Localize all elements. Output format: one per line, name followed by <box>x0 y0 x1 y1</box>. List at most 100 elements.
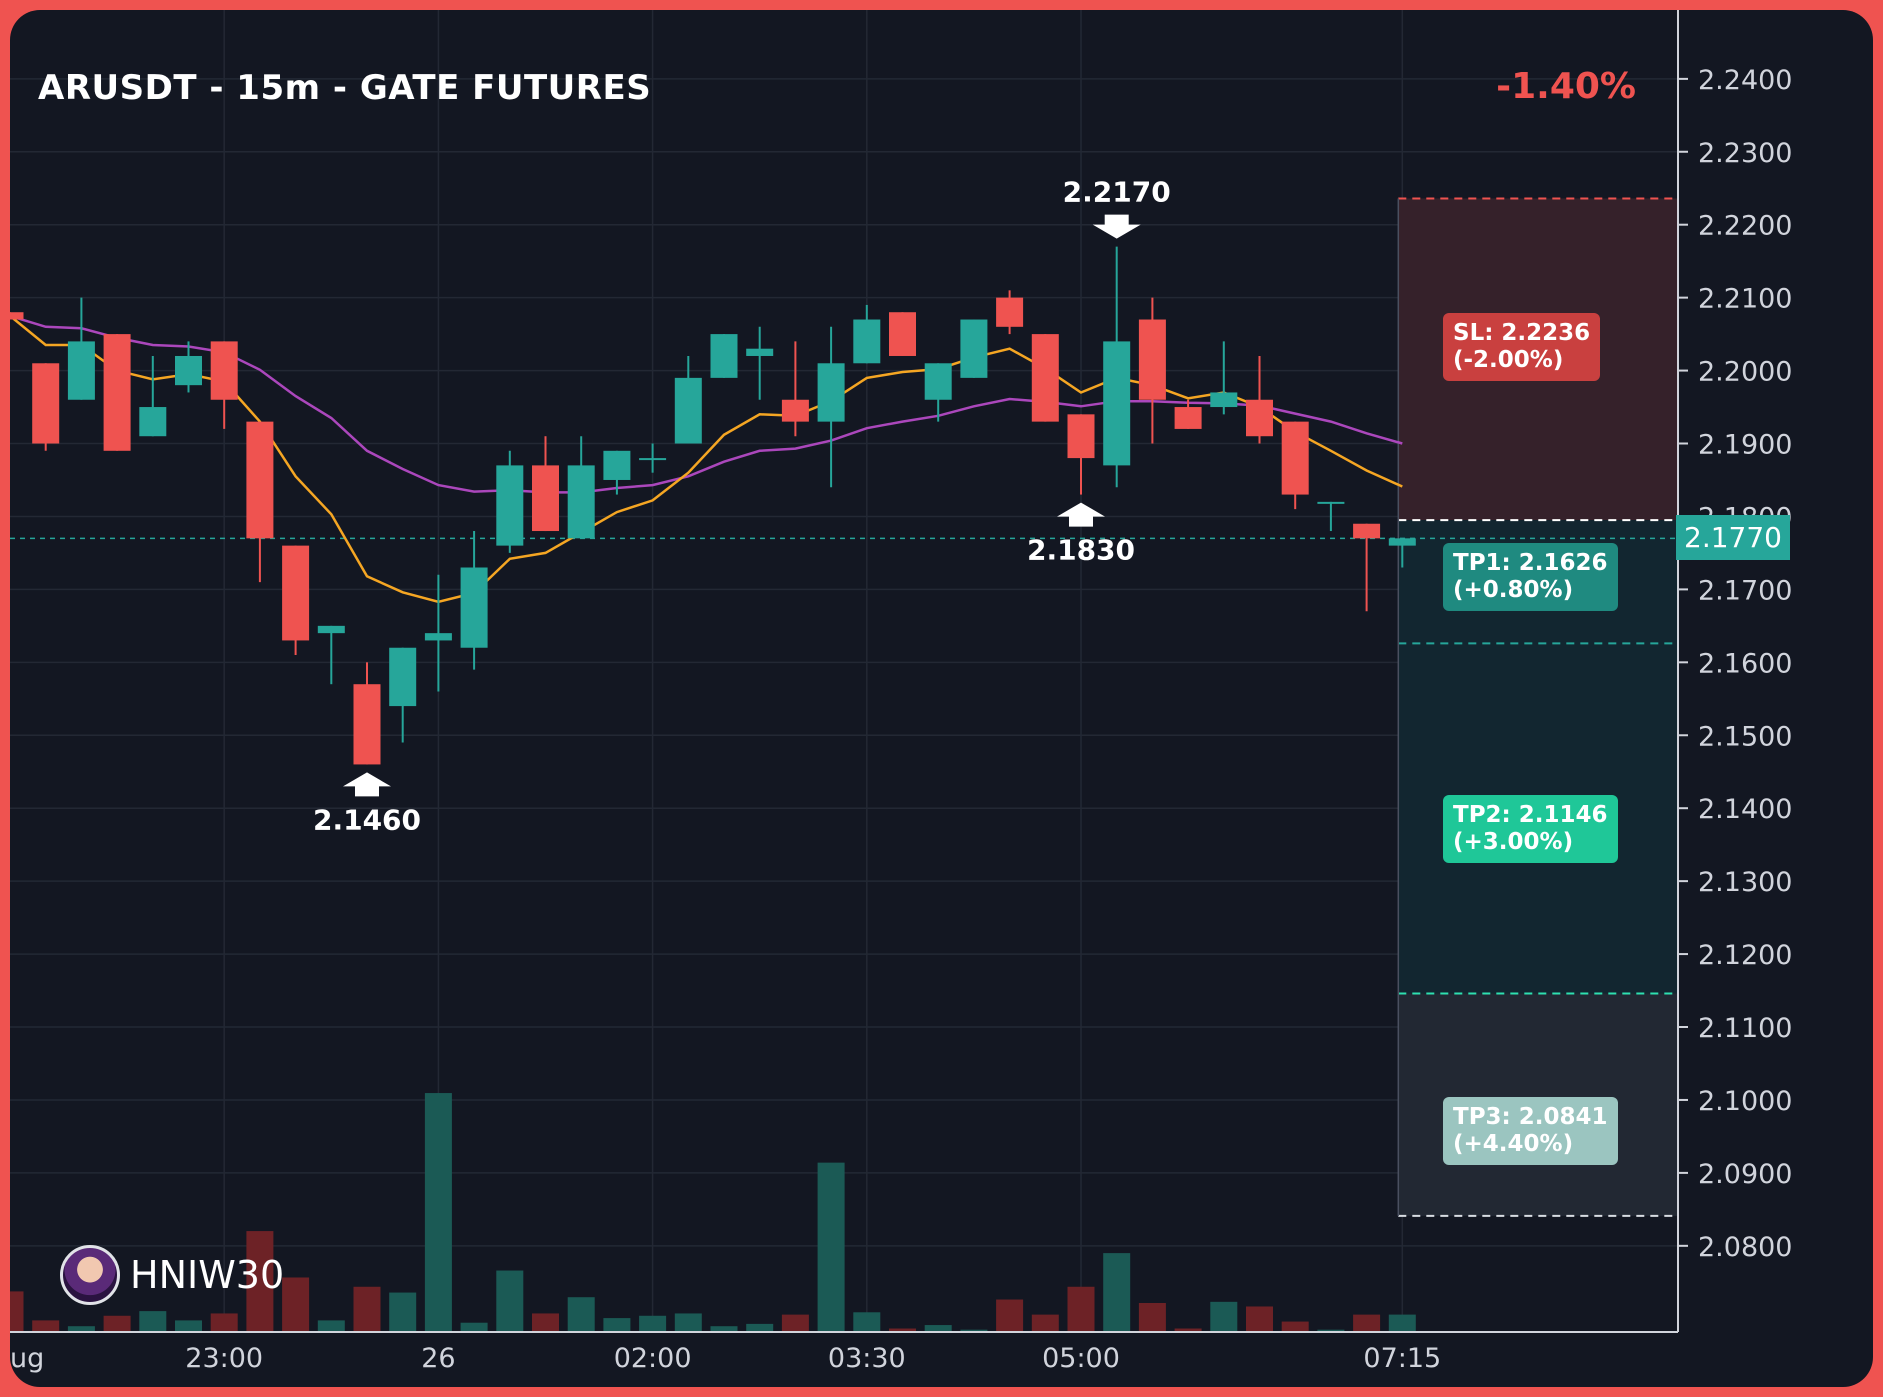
volume-bar <box>781 1314 809 1332</box>
time-tick-label: 05:00 <box>1042 1343 1120 1374</box>
price-tick-label: 2.1300 <box>1698 867 1792 898</box>
price-tick-label: 2.0900 <box>1698 1159 1792 1190</box>
volume-bar <box>746 1323 774 1332</box>
candle-body <box>1103 341 1131 466</box>
volume-bar <box>1103 1253 1131 1332</box>
candle-body <box>781 399 809 422</box>
volume-bar <box>639 1315 667 1332</box>
price-tick-label: 2.2100 <box>1698 284 1792 315</box>
candle-body <box>1210 392 1238 408</box>
price-tick-label: 2.1700 <box>1698 575 1792 606</box>
volume-bar <box>960 1329 988 1332</box>
volume-bar <box>1174 1328 1202 1332</box>
avatar-icon <box>60 1245 120 1305</box>
candle-body <box>103 334 131 451</box>
tp2-label: TP2: 2.1146 (+3.00%) <box>1443 795 1618 863</box>
volume-bar <box>924 1325 952 1332</box>
candle-body <box>210 341 238 400</box>
price-change: -1.40% <box>1496 66 1636 107</box>
candle-body <box>353 684 381 765</box>
candle-body <box>1317 501 1345 504</box>
price-tick-label: 2.1400 <box>1698 794 1792 825</box>
time-tick-label: ug <box>10 1343 44 1374</box>
price-tick-label: 2.2200 <box>1698 211 1792 242</box>
volume-bar <box>1210 1301 1238 1332</box>
volume-bar <box>1317 1329 1345 1332</box>
candle-body <box>1067 414 1095 459</box>
candle-body <box>817 363 845 422</box>
candle-body <box>282 545 310 641</box>
candle-body <box>674 377 702 444</box>
volume-bar <box>424 1093 452 1332</box>
candle-body <box>496 465 524 546</box>
price-tick-label: 2.0800 <box>1698 1232 1792 1263</box>
candle-body <box>639 458 667 461</box>
candle-body <box>1353 523 1381 539</box>
volume-bar <box>603 1318 631 1332</box>
volume-bar <box>353 1286 381 1332</box>
price-tick-label: 2.1600 <box>1698 648 1792 679</box>
candle-body <box>317 625 345 634</box>
volume-bar <box>1246 1306 1273 1332</box>
volume-bar <box>889 1328 916 1332</box>
volume-bar <box>175 1320 202 1332</box>
annotation-label: 2.2170 <box>1063 176 1171 209</box>
candle-body <box>567 465 595 539</box>
candle-body <box>424 633 452 641</box>
price-tick-label: 2.1200 <box>1698 940 1792 971</box>
annotation-label: 2.1460 <box>313 803 421 836</box>
candle-body <box>853 319 881 364</box>
price-tick-label: 2.1500 <box>1698 721 1792 752</box>
volume-bar <box>67 1326 95 1332</box>
volume-bar <box>532 1313 559 1332</box>
chart-frame: 2.1460 2.2170 2.1830 2.2400 2.2300 2.2200 2.21… <box>10 10 1873 1387</box>
candle-body <box>389 647 417 707</box>
volume-bar <box>1353 1314 1381 1332</box>
volume-bar <box>567 1297 595 1332</box>
volume-bar <box>710 1326 738 1332</box>
time-tick-label: 03:30 <box>828 1343 906 1374</box>
candle-body <box>889 312 916 356</box>
time-tick-label: 23:00 <box>185 1343 263 1374</box>
watermark: HNIW30 <box>60 1245 284 1305</box>
arrow-down-icon <box>1092 214 1141 239</box>
candle-body <box>139 407 167 437</box>
volume-bar <box>496 1270 524 1332</box>
volume-bar <box>996 1299 1024 1332</box>
time-tick-label: 07:15 <box>1363 1343 1441 1374</box>
candle-body <box>460 567 488 648</box>
candle-body <box>1031 334 1059 422</box>
candle-body <box>924 363 952 400</box>
volume-bar <box>1388 1314 1416 1332</box>
candle-body <box>67 341 95 400</box>
candle-body <box>1281 421 1309 495</box>
price-tick-label: 2.1900 <box>1698 430 1792 461</box>
stop-loss-label: SL: 2.2236 (-2.00%) <box>1443 313 1601 381</box>
candle-body <box>1246 399 1273 437</box>
candle-body <box>175 355 202 386</box>
price-tick-label: 2.1100 <box>1698 1013 1792 1044</box>
volume-bar <box>282 1277 310 1332</box>
tp3-label: TP3: 2.0841 (+4.40%) <box>1443 1097 1618 1165</box>
candle-body <box>996 297 1024 327</box>
candle-body <box>1388 538 1416 546</box>
volume-bar <box>139 1311 167 1332</box>
candle-body <box>710 334 738 378</box>
volume-bar <box>210 1313 238 1332</box>
volume-bar <box>10 1291 24 1332</box>
volume-bar <box>32 1320 60 1332</box>
chart-title: ARUSDT - 15m - GATE FUTURES <box>38 68 652 108</box>
volume-bar <box>389 1292 417 1332</box>
chart-canvas[interactable]: 2.1460 2.2170 2.1830 2.2400 2.2300 2.2200 2.21… <box>10 10 1873 1387</box>
candle-body <box>32 363 60 444</box>
ma-fast-line <box>10 314 1403 604</box>
volume-bar <box>674 1313 702 1332</box>
volume-bar <box>246 1231 274 1332</box>
candle-body <box>746 348 774 356</box>
candle-body <box>603 450 631 480</box>
candle-body <box>1174 407 1202 429</box>
price-tick-label: 2.2300 <box>1698 138 1792 169</box>
candle-body <box>960 319 988 378</box>
arrow-up-icon <box>1057 502 1105 527</box>
volume-bar <box>1138 1303 1166 1332</box>
